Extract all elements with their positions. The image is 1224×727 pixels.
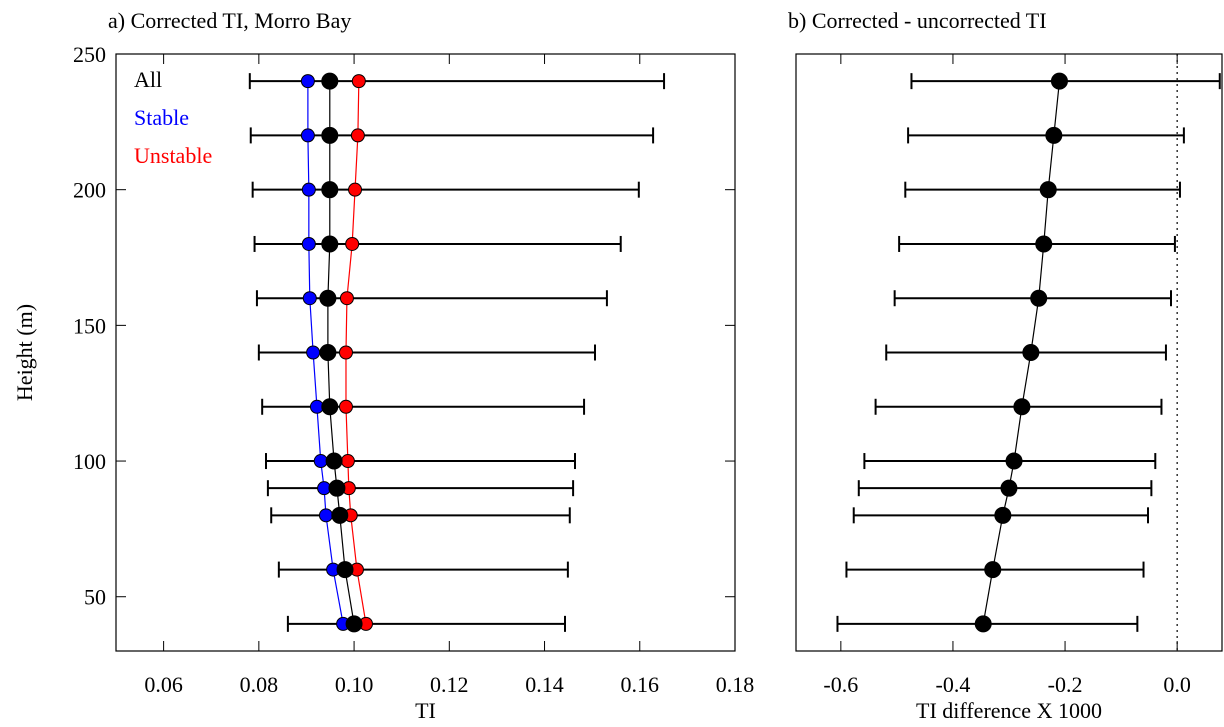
y-tick-label: 150 — [73, 313, 106, 338]
y-axis-label: Height (m) — [12, 304, 37, 401]
data-point — [345, 615, 363, 633]
data-point — [1022, 344, 1040, 361]
data-point — [321, 126, 339, 144]
data-point — [351, 74, 366, 89]
x-tick-label: 0.06 — [144, 672, 183, 697]
y-tick-label: 100 — [73, 449, 106, 474]
data-point — [319, 289, 337, 307]
plot-frame — [115, 53, 736, 652]
data-point — [1005, 452, 1023, 470]
data-point — [338, 399, 353, 414]
x-tick-label: -0.4 — [936, 672, 971, 697]
panel-title: b) Corrected - uncorrected TI — [788, 8, 1047, 33]
profile-line — [327, 81, 355, 624]
legend-entry: All — [134, 67, 162, 92]
data-point — [325, 452, 343, 470]
data-point — [331, 506, 349, 524]
y-tick-label: 250 — [73, 42, 106, 67]
plot-frame — [795, 53, 1223, 652]
data-point — [321, 235, 339, 253]
data-point — [306, 345, 321, 360]
data-point — [350, 128, 365, 143]
data-point — [321, 72, 339, 90]
data-point — [339, 291, 354, 306]
data-point — [994, 506, 1012, 524]
data-point — [1013, 398, 1031, 416]
data-point — [1030, 289, 1048, 307]
x-tick-label: 0.10 — [335, 672, 374, 697]
x-tick-label: 0.18 — [716, 672, 755, 697]
panel-title: a) Corrected TI, Morro Bay — [108, 8, 351, 33]
legend-entry: Unstable — [134, 143, 212, 168]
data-point — [328, 479, 346, 497]
x-axis-label: TI difference X 1000 — [916, 698, 1102, 723]
data-point — [318, 508, 333, 523]
data-point — [319, 344, 337, 361]
data-point — [345, 236, 360, 251]
data-point — [301, 182, 316, 197]
x-tick-label: 0.12 — [430, 672, 469, 697]
profile-line — [307, 81, 344, 624]
x-tick-label: 0.0 — [1163, 672, 1191, 697]
data-point — [338, 345, 353, 360]
data-point — [974, 615, 992, 633]
data-point — [321, 398, 339, 416]
data-point — [313, 454, 328, 469]
x-tick-label: 0.16 — [621, 672, 660, 697]
data-point — [1039, 181, 1057, 199]
data-point — [321, 181, 339, 199]
data-point — [302, 291, 317, 306]
data-point — [1050, 72, 1068, 90]
x-tick-label: 0.14 — [525, 672, 564, 697]
profile-line — [345, 81, 367, 624]
data-point — [301, 236, 316, 251]
data-point — [348, 182, 363, 197]
x-axis-label: TI — [415, 698, 436, 723]
data-point — [984, 561, 1002, 579]
data-point — [336, 561, 354, 579]
data-point — [340, 454, 355, 469]
y-tick-label: 200 — [73, 178, 106, 203]
data-point — [1035, 235, 1053, 253]
x-tick-label: -0.2 — [1048, 672, 1083, 697]
x-tick-label: -0.6 — [823, 672, 858, 697]
data-point — [300, 74, 315, 89]
data-point — [1000, 479, 1018, 497]
data-point — [1045, 126, 1063, 144]
profile-line — [982, 81, 1061, 624]
y-tick-label: 50 — [84, 585, 106, 610]
data-point — [300, 128, 315, 143]
x-tick-label: 0.08 — [240, 672, 279, 697]
legend-entry: Stable — [134, 105, 189, 130]
